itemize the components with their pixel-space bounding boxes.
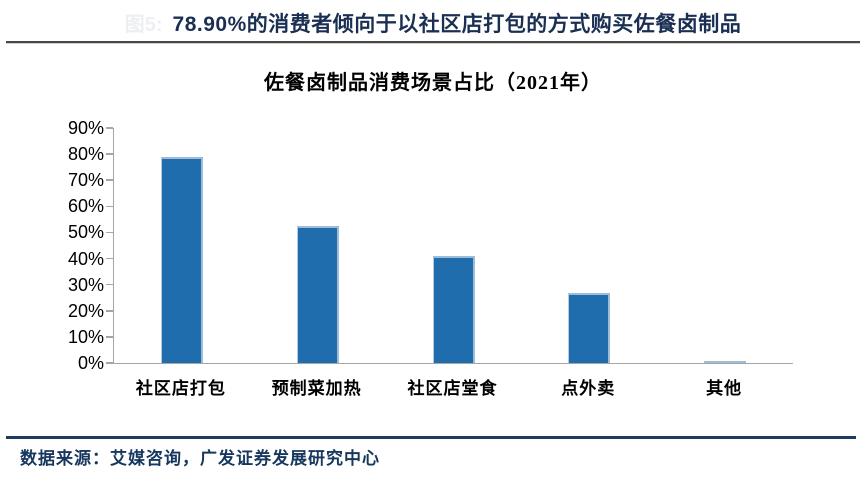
- x-axis-label: 社区店堂食: [407, 379, 498, 398]
- y-axis-tick-label: 50%: [67, 222, 104, 243]
- y-axis-tick-label: 40%: [67, 248, 104, 269]
- y-axis-tick-label: 90%: [67, 118, 104, 138]
- y-tick: [105, 205, 113, 208]
- y-tick: [105, 153, 113, 155]
- header: 图5: 78.90%的消费者倾向于以社区店打包的方式购买佐餐卤制品: [0, 8, 866, 42]
- y-axis-tick-label: 20%: [67, 300, 104, 321]
- y-axis-tick-label: 10%: [67, 326, 104, 347]
- bar-5: [704, 361, 747, 363]
- bar-3: [432, 255, 475, 363]
- y-axis-tick-label: 60%: [67, 196, 104, 217]
- y-axis-tick-label: 80%: [67, 144, 104, 165]
- header-divider: [6, 41, 860, 44]
- page-title: 78.90%的消费者倾向于以社区店打包的方式购买佐餐卤制品: [172, 13, 742, 36]
- y-tick: [105, 362, 113, 364]
- y-axis-tick-label: 0%: [77, 353, 104, 373]
- bar-1: [160, 156, 203, 363]
- y-tick: [105, 283, 113, 286]
- y-tick: [105, 336, 113, 338]
- x-axis-label: 预制菜加热: [271, 379, 362, 398]
- y-tick: [105, 257, 113, 260]
- chart-title: 佐餐卤制品消费场景占比（2021年）: [264, 72, 602, 94]
- plot-area: [105, 127, 793, 364]
- bar-4: [568, 293, 611, 363]
- y-axis-tick-label: 30%: [67, 274, 104, 295]
- x-axis-label: 点外卖: [561, 379, 616, 398]
- x-axis-label: 社区店打包: [135, 379, 226, 398]
- figure-label: 图5:: [124, 14, 163, 36]
- data-source-text: 数据来源：艾媒咨询，广发证券发展研究中心: [20, 449, 380, 468]
- bar-2: [296, 225, 339, 363]
- x-axis-label: 其他: [706, 379, 743, 398]
- y-tick: [105, 231, 113, 234]
- source-divider: [6, 436, 856, 439]
- y-tick: [105, 127, 113, 129]
- y-tick: [105, 179, 113, 181]
- y-axis-tick-label: 70%: [67, 170, 104, 191]
- y-tick: [105, 310, 113, 312]
